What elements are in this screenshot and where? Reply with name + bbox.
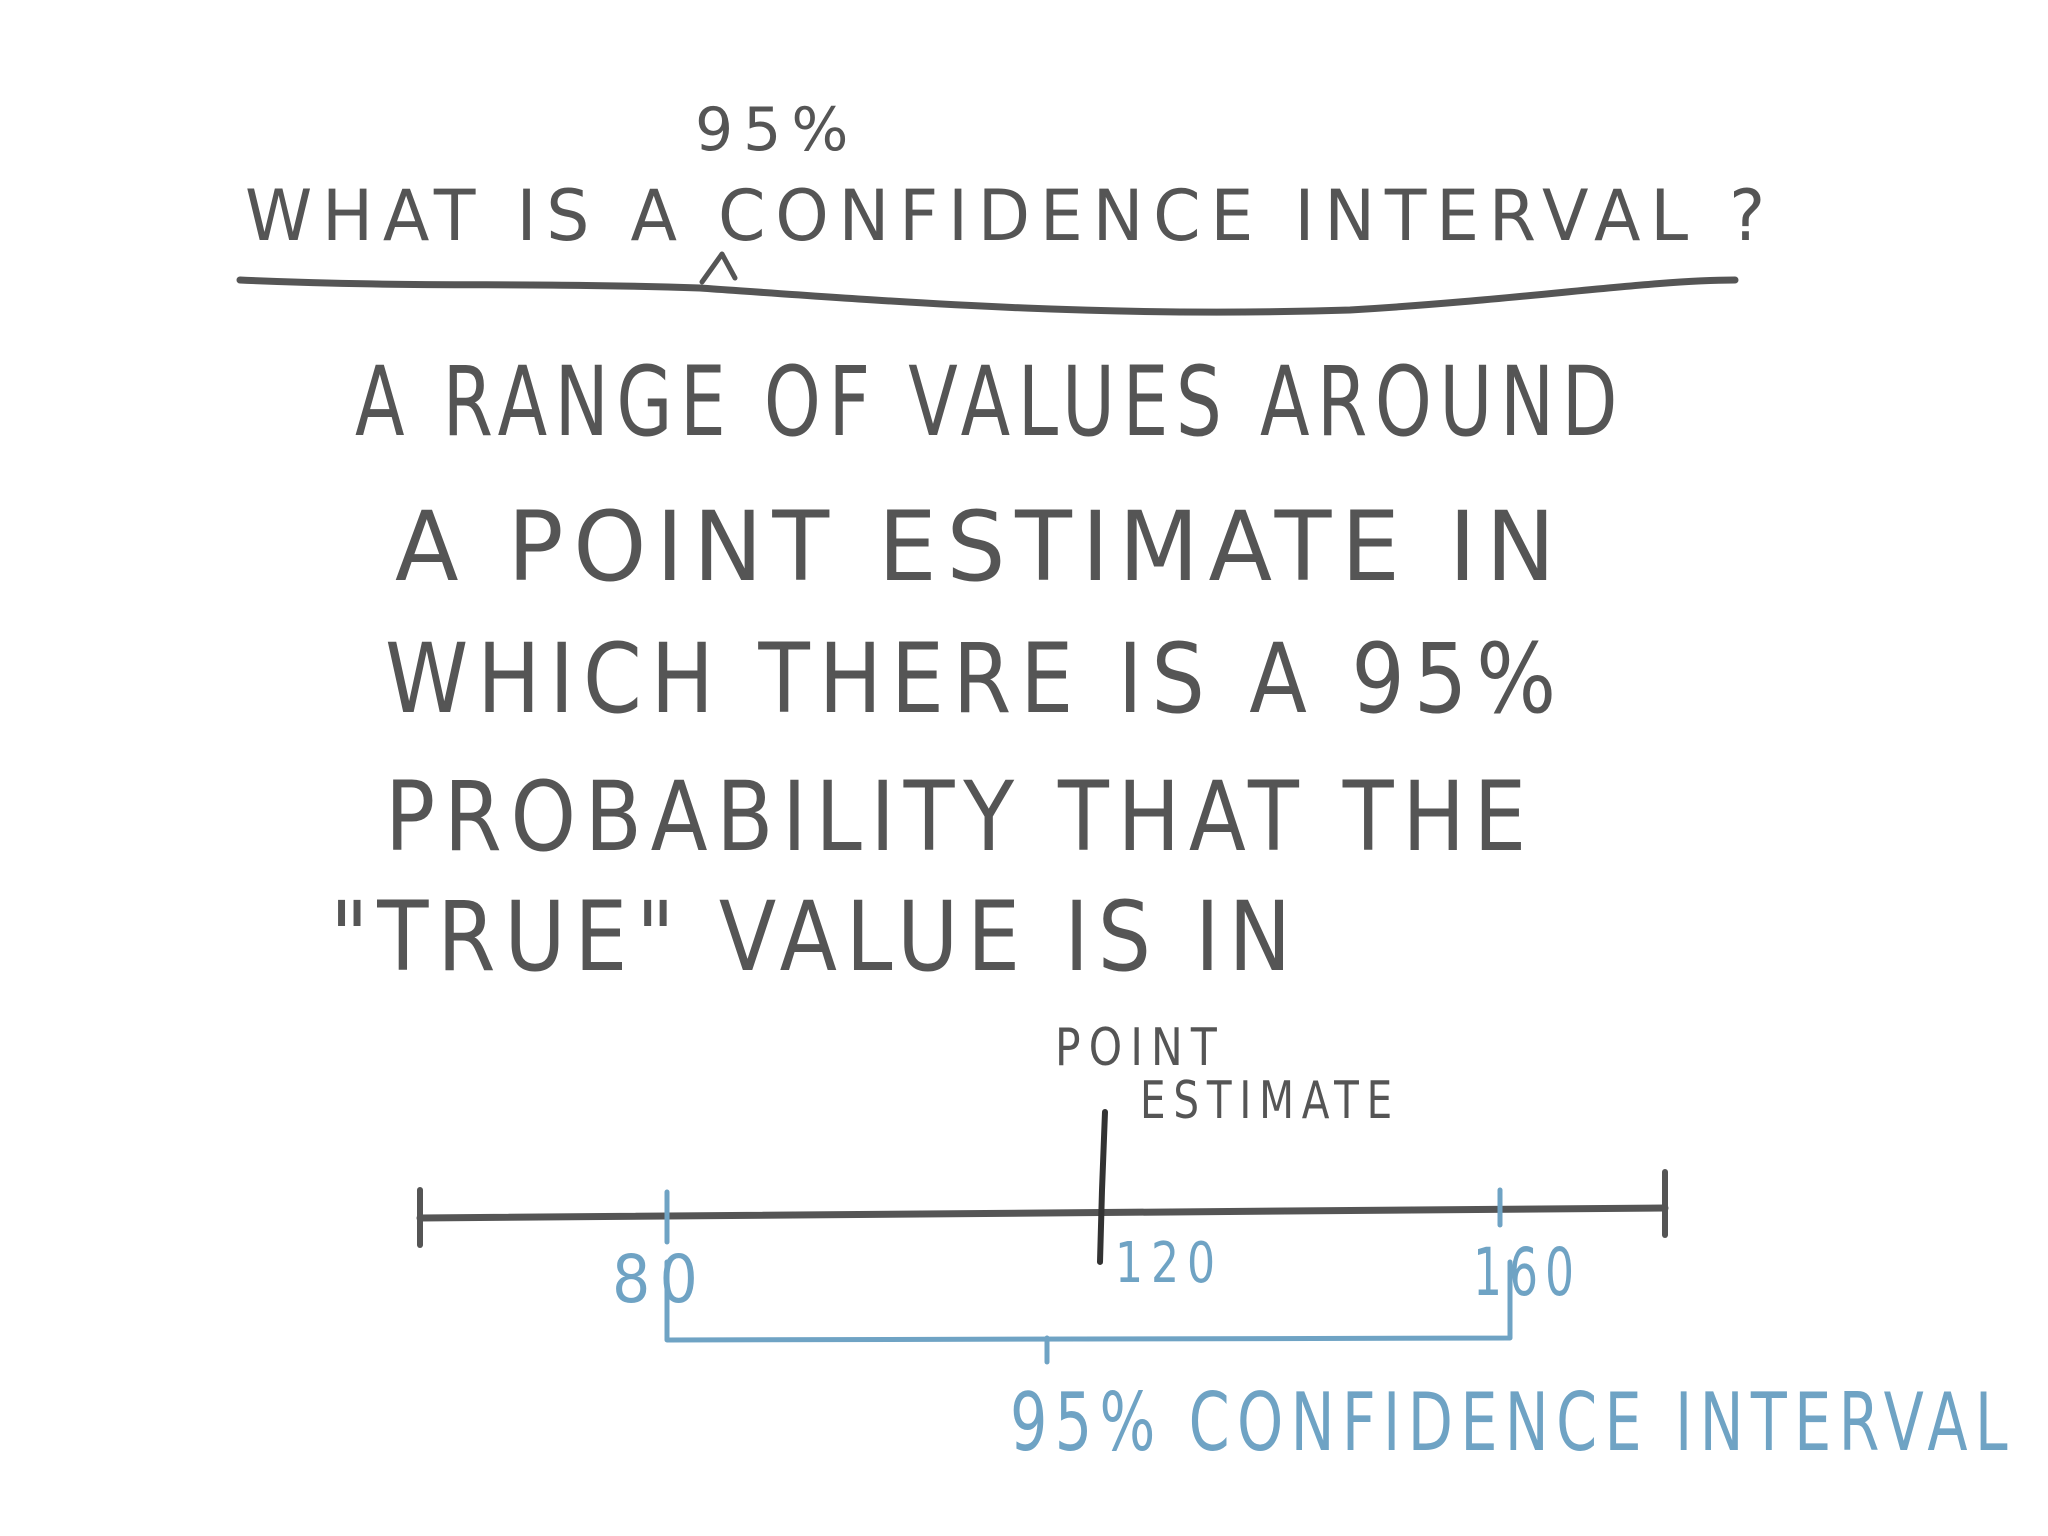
tick-label-lower: 80 — [612, 1241, 707, 1318]
tick-label-upper: 160 — [1473, 1234, 1581, 1311]
number-line-axis — [416, 1204, 1669, 1222]
definition-line-4: PROBABILITY THAT THE — [385, 761, 1535, 873]
caret-insert-label: 95% — [695, 95, 858, 165]
point-estimate-label-line-2: ESTIMATE — [1140, 1071, 1400, 1131]
tick-label-point-estimate: 120 — [1115, 1231, 1223, 1296]
title-underline — [236, 276, 1739, 316]
definition-line-3: WHICH THERE IS A 95% — [385, 623, 1565, 735]
definition-line-2: A POINT ESTIMATE IN — [395, 491, 1565, 603]
confidence-interval-bracket — [664, 1259, 1513, 1343]
definition-line-5: "TRUE" VALUE IS IN — [330, 881, 1300, 993]
page-title: WHAT IS A CONFIDENCE INTERVAL ? — [245, 175, 1775, 257]
point-estimate-label-line-1: POINT — [1055, 1018, 1225, 1078]
insert-caret-mark — [699, 251, 738, 285]
point-estimate-marker — [1097, 1109, 1108, 1265]
definition-line-1: A RANGE OF VALUES AROUND — [355, 346, 1625, 458]
confidence-interval-label: 95% CONFIDENCE INTERVAL — [1010, 1376, 2015, 1469]
